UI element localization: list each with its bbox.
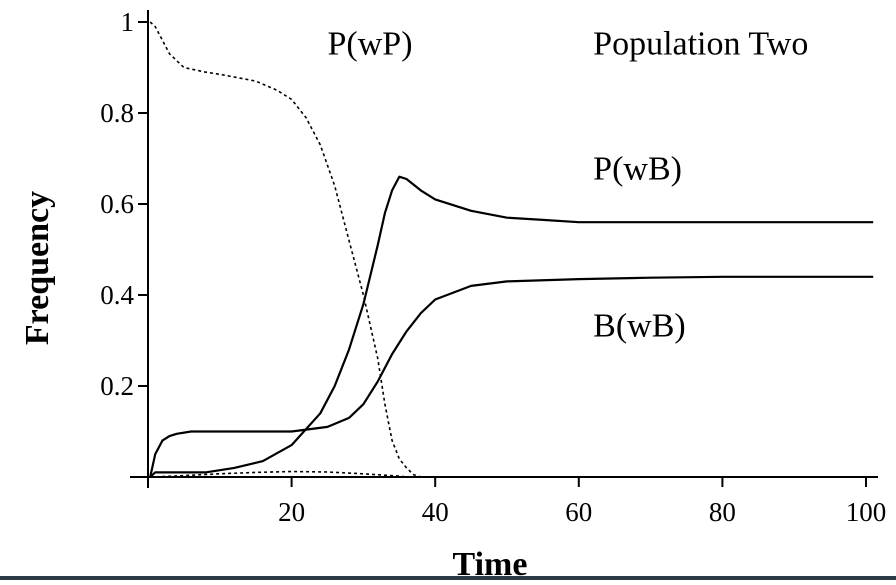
ticks: 0.2 0.4 0.6 0.8 1 20 40 60 80 100	[100, 7, 886, 527]
series-line-unnamed-3	[150, 470, 407, 478]
curve-annotation: Population Two	[593, 25, 808, 62]
series-line-pwp	[149, 21, 422, 478]
curve-annotation: B(wB)	[593, 308, 686, 345]
y-tick-label: 0.6	[100, 189, 134, 219]
axes	[130, 10, 878, 488]
y-tick-label: 0.4	[100, 280, 134, 310]
x-axis-title: Time	[453, 546, 528, 580]
x-tick-label: 80	[709, 497, 736, 527]
y-axis-title: Frequency	[19, 191, 56, 345]
series-line-bwb	[149, 275, 874, 478]
y-tick-label: 1	[121, 7, 135, 37]
x-tick-label: 60	[565, 497, 592, 527]
annotation-layer: P(wP) Population Two P(wB) B(wB)	[328, 25, 809, 344]
curve-annotation: P(wB)	[593, 151, 682, 188]
y-tick-label: 0.8	[100, 98, 134, 128]
x-tick-label: 100	[846, 497, 887, 527]
window-bottom-edge	[0, 576, 896, 580]
x-tick-label: 20	[278, 497, 305, 527]
y-tick-label: 0.2	[100, 371, 134, 401]
x-tick-label: 40	[422, 497, 449, 527]
series-layer	[149, 21, 874, 478]
series-line-pwb	[149, 175, 874, 478]
curve-annotation: P(wP)	[328, 25, 413, 62]
